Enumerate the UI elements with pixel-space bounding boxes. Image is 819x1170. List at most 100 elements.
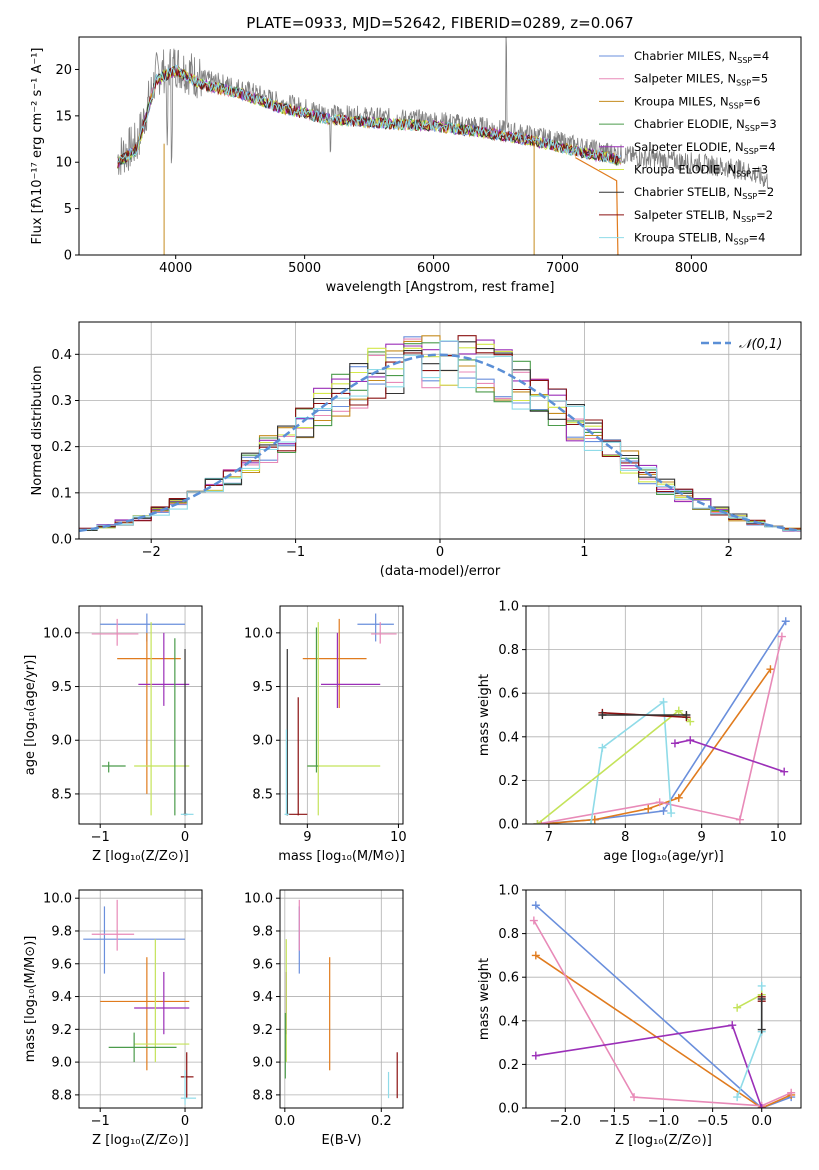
series-point: [670, 739, 679, 748]
y-axis-label: age [log₁₀(age/yr)]: [23, 655, 38, 776]
x-tick-label: 0: [181, 830, 189, 845]
y-tick-label: 0.0: [51, 533, 72, 548]
x-tick-label: 10: [390, 830, 407, 845]
hist-kroupa_stelib: [79, 340, 801, 531]
series-point: [674, 706, 683, 715]
y-axis-label: mass weight: [477, 674, 492, 756]
legend-sub: SSP: [734, 238, 749, 247]
y-tick-label: 0.8: [498, 927, 519, 942]
y-tick-label: 0.0: [498, 818, 519, 833]
legend-num: =6: [744, 94, 761, 108]
model-spectrum-kroupa_stelib: [117, 64, 621, 164]
x-tick-label: −1.5: [599, 1114, 631, 1129]
legend-num: =3: [751, 163, 768, 177]
series-point: [674, 793, 683, 802]
y-tick-label: 0.2: [51, 440, 72, 455]
y-tick-label: 10.0: [244, 892, 273, 907]
y-tick-label: 0.6: [498, 687, 519, 702]
x-tick-label: 5000: [288, 261, 321, 276]
y-tick-label: 9.4: [51, 990, 72, 1005]
y-tick-label: 0.2: [498, 774, 519, 789]
axes-frame: [279, 889, 404, 1109]
y-tick-label: 0.6: [498, 971, 519, 986]
legend-sub: SSP: [729, 101, 744, 110]
y-tick-label: 0.4: [51, 348, 72, 363]
legend-label: Salpeter MILES, NSSP=5: [634, 72, 768, 88]
y-tick-label: 9.2: [51, 1023, 72, 1038]
y-tick-label: 9.0: [252, 1056, 273, 1071]
legend-label: Chabrier STELIB, NSSP=2: [634, 185, 774, 201]
legend-num: =2: [757, 185, 774, 199]
series-point: [531, 951, 540, 960]
normal-curve: [79, 353, 801, 533]
series-point: [659, 697, 668, 706]
legend-label: Salpeter STELIB, NSSP=2: [634, 208, 773, 224]
y-tick-label: 9.6: [51, 957, 72, 972]
figure-title: PLATE=0933, MJD=52642, FIBERID=0289, z=0…: [246, 14, 633, 32]
series-line: [535, 904, 792, 1108]
x-tick-label: 8000: [675, 261, 708, 276]
y-axis-label: Flux [fλ10⁻¹⁷ erg cm⁻² s⁻¹ A⁻¹]: [30, 48, 45, 245]
y-tick-label: 8.8: [252, 1088, 273, 1103]
legend-sub: SSP: [736, 79, 751, 88]
series-point: [531, 1051, 540, 1060]
legend-label: Chabrier ELODIE, NSSP=3: [634, 117, 777, 133]
series-line: [736, 985, 763, 1098]
series-point: [757, 1104, 766, 1108]
y-tick-label: 9.2: [252, 1023, 273, 1038]
y-tick-label: 8.5: [51, 787, 72, 802]
series-point: [659, 806, 668, 815]
y-tick-label: 9.0: [51, 734, 72, 749]
x-tick-label: 0.2: [371, 1114, 392, 1129]
series-point: [531, 901, 540, 910]
series-line: [541, 668, 772, 824]
x-tick-label: 7: [545, 830, 553, 845]
legend-sub: SSP: [737, 56, 752, 65]
x-tick-label: 4000: [159, 261, 192, 276]
y-tick-label: 8.8: [51, 1088, 72, 1103]
x-tick-label: −2.0: [549, 1114, 581, 1129]
x-tick-label: 9: [303, 830, 311, 845]
x-tick-label: 10: [770, 830, 787, 845]
model-tail: [575, 157, 619, 255]
series-point: [686, 717, 695, 726]
legend-num: =4: [759, 140, 776, 154]
plot-area-weight_vs_age: [533, 617, 790, 824]
legend-num: =4: [749, 231, 766, 245]
legend-label: Kroupa STELIB, NSSP=4: [634, 231, 765, 247]
panel-spectrum: 4000 5000 6000 7000 8000 0 5 10 15 20 wavelength […: [30, 36, 802, 295]
x-tick-label: −1: [91, 830, 110, 845]
x-tick-label: 7000: [546, 261, 579, 276]
legend-label: 𝒩(0,1): [739, 337, 782, 352]
x-tick-label: −1: [91, 1114, 110, 1129]
axes-frame: [78, 36, 802, 256]
x-axis-label: mass [log₁₀(M/M⊙)]: [278, 849, 405, 864]
axes-frame: [525, 605, 802, 825]
plot-area-age_vs_Z: [91, 613, 194, 816]
legend-sub: SSP: [744, 147, 759, 156]
y-tick-label: 1.0: [498, 600, 519, 615]
series-point: [757, 981, 766, 990]
x-tick-label: 2: [725, 545, 733, 560]
x-tick-label: 0.0: [274, 1114, 295, 1129]
legend-sub: SSP: [736, 170, 751, 179]
series-point: [781, 617, 790, 626]
y-tick-label: 9.0: [51, 1056, 72, 1071]
legend-label: Salpeter ELODIE, NSSP=4: [634, 140, 776, 156]
x-tick-label: 1: [580, 545, 588, 560]
plot-area-residuals: [79, 335, 801, 533]
legend-num: =5: [751, 72, 768, 86]
y-tick-label: 10: [55, 156, 72, 171]
plot-area-mass_vs_ebv: [284, 899, 398, 1099]
legend-sub: SSP: [741, 215, 756, 224]
legend-num: =2: [756, 208, 773, 222]
series-line: [535, 1024, 763, 1108]
axes-frame: [78, 605, 203, 825]
legend-label: Kroupa ELODIE, NSSP=3: [634, 163, 768, 179]
panel-weight_vs_Z: −2.0 −1.5 −1.0 −0.5 0.0 0.0 0.2 0.4 0.6 0.8 1.0 Z […: [477, 884, 802, 1148]
series-point: [529, 916, 538, 925]
series-point: [766, 665, 775, 674]
x-axis-label: Z [log₁₀(Z/Z⊙)]: [92, 849, 189, 864]
series-point: [757, 995, 766, 1003]
